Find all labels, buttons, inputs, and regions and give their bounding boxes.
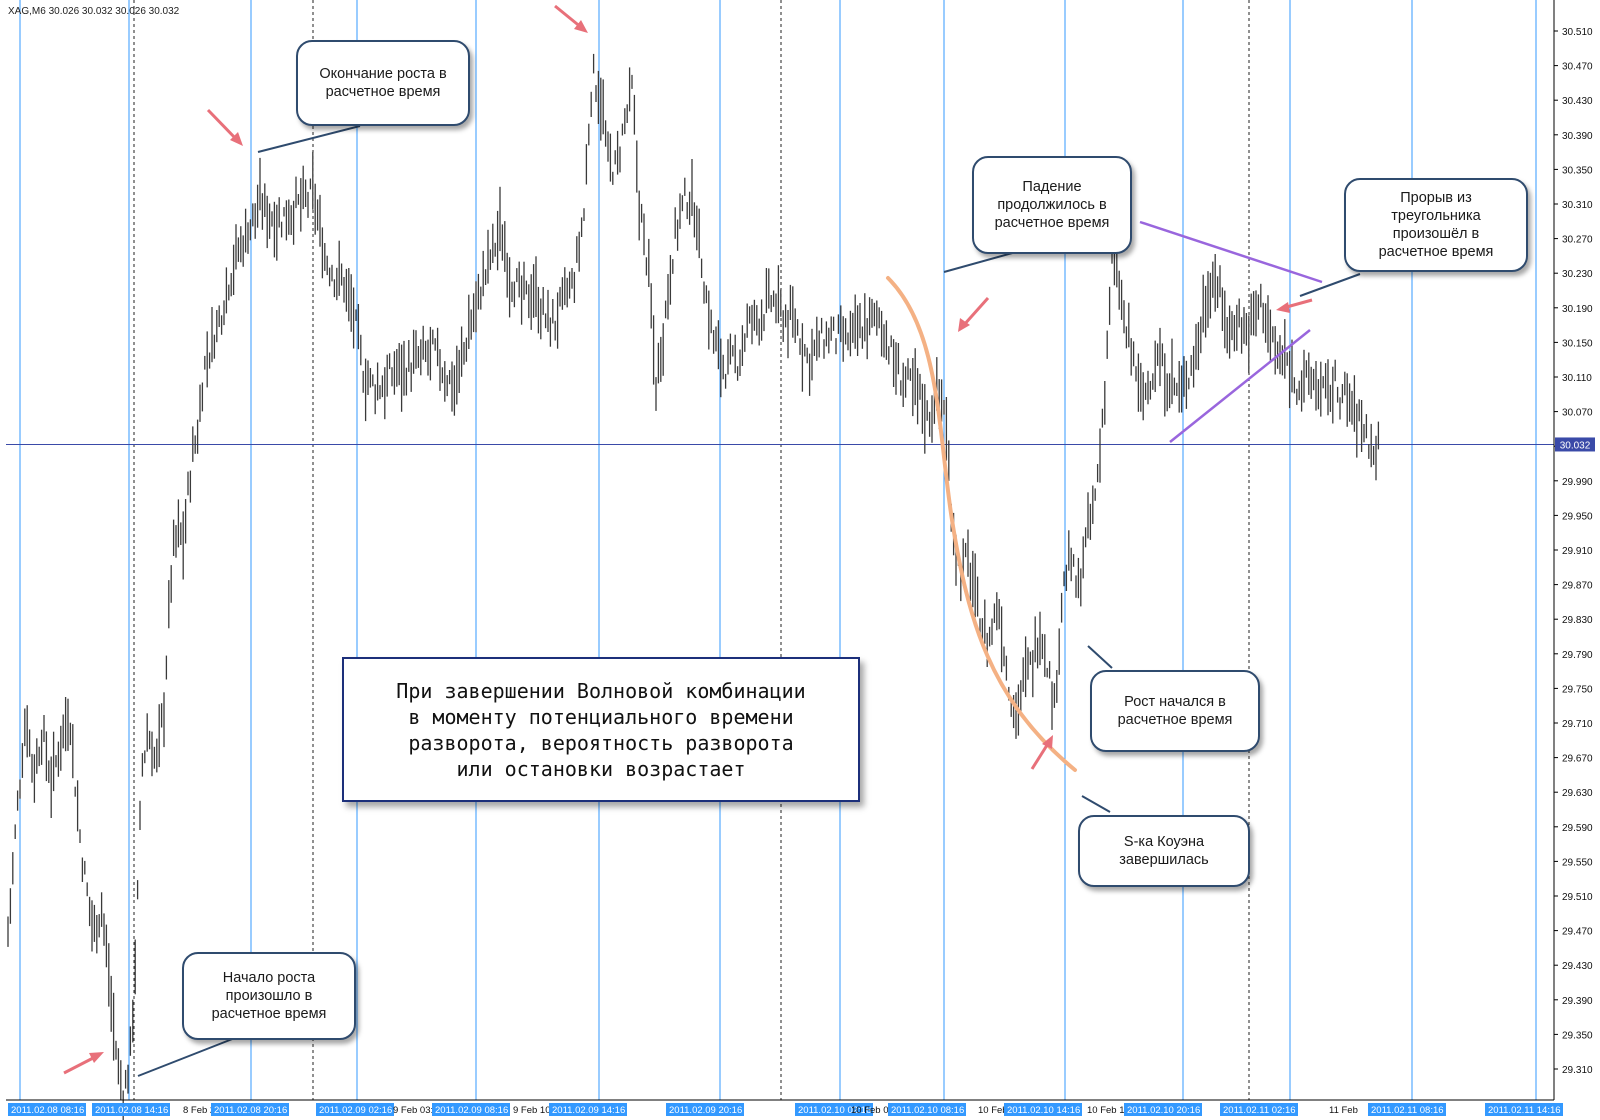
y-tick-label: 30.350	[1562, 165, 1593, 176]
y-tick-label: 30.190	[1562, 304, 1593, 315]
callout-triangle-breakout: Прорыв из треугольника произошёл в расче…	[1344, 178, 1528, 272]
time-axis-label: 2011.02.11 02:16	[1223, 1105, 1296, 1116]
y-tick-label: 29.390	[1562, 996, 1593, 1007]
symbol-info: XAG,M6 30.026 30.032 30.026 30.032	[8, 6, 180, 17]
y-tick-label: 29.710	[1562, 719, 1593, 730]
y-tick-label: 29.350	[1562, 1030, 1593, 1041]
arrow-icon	[958, 297, 990, 332]
y-tick-label: 29.470	[1562, 927, 1593, 938]
time-axis-label: 2011.02.09 08:16	[435, 1105, 508, 1116]
y-tick-label: 29.830	[1562, 615, 1593, 626]
y-tick-label: 29.430	[1562, 961, 1593, 972]
y-tick-label: 30.230	[1562, 269, 1593, 280]
time-axis-label: 2011.02.10 08:16	[891, 1105, 964, 1116]
y-tick-label: 30.510	[1562, 27, 1593, 38]
time-label-bg	[1004, 1103, 1082, 1116]
y-tick-label: 30.110	[1562, 373, 1592, 384]
callout-s-coen: S-ка Коуэна завершилась	[1078, 815, 1250, 887]
time-axis-label: 2011.02.08 14:16	[95, 1105, 168, 1116]
price-axis-ticks: 30.510 30.470 30.430 30.390 30.350 30.310 30.2…	[1554, 27, 1593, 1076]
y-tick-label: 30.390	[1562, 131, 1593, 142]
y-tick-label: 29.750	[1562, 684, 1593, 695]
callout-rise-started: Рост начался в расчетное время	[1090, 670, 1260, 752]
red-arrows	[63, 4, 1313, 1075]
time-axis-label: 11 Feb	[1329, 1105, 1358, 1116]
current-price-label: 30.032	[1555, 437, 1595, 452]
time-axis-label: 2011.02.10 20:16	[1127, 1105, 1200, 1116]
time-label-bg	[1485, 1103, 1563, 1116]
y-tick-label: 30.310	[1562, 200, 1593, 211]
time-label-bg	[1368, 1103, 1446, 1116]
time-axis-label: 9 Feb 10:	[513, 1105, 553, 1116]
arrow-icon	[1030, 735, 1053, 770]
y-tick-label: 29.990	[1562, 477, 1593, 488]
y-tick-label: 30.070	[1562, 408, 1593, 419]
vertical-grid	[19, 0, 1537, 1100]
time-label-bg	[888, 1103, 966, 1116]
pointer-breakout	[1299, 273, 1361, 297]
time-axis-labels: 2011.02.08 08:16 2011.02.08 14:16 8 Feb 20…	[8, 1103, 1563, 1116]
time-label-bg	[666, 1103, 744, 1116]
time-axis-label: 2011.02.09 14:16	[552, 1105, 625, 1116]
time-axis-label: 2011.02.11 08:16	[1371, 1105, 1444, 1116]
arrow-icon	[206, 108, 243, 146]
chart-annotations	[63, 4, 1361, 1077]
callout-growth-end: Окончание роста в расчетное время	[296, 40, 470, 126]
pointer-rise-started	[1087, 645, 1113, 669]
time-label-bg	[432, 1103, 510, 1116]
time-axis-label: 2011.02.08 20:16	[214, 1105, 287, 1116]
time-axis-label: 10 Feb 15:4	[1087, 1105, 1138, 1116]
y-tick-label: 29.550	[1562, 857, 1593, 868]
time-axis-label: 2011.02.09 20:16	[669, 1105, 742, 1116]
pointer-fall-continued	[943, 251, 1017, 273]
time-label-bg	[211, 1103, 289, 1116]
current-price-value: 30.032	[1560, 440, 1591, 451]
time-axis-label: 2011.02.09 02:16	[319, 1105, 392, 1116]
y-tick-label: 29.310	[1562, 1065, 1593, 1076]
y-tick-label: 29.670	[1562, 754, 1593, 765]
time-label-bg	[8, 1103, 86, 1116]
y-tick-label: 29.870	[1562, 581, 1593, 592]
time-axis-label: 2011.02.11 14:16	[1488, 1105, 1561, 1116]
y-tick-label: 29.510	[1562, 892, 1593, 903]
triangle-lower-line	[1169, 329, 1311, 443]
time-label-bg	[316, 1103, 394, 1116]
y-tick-label: 29.590	[1562, 823, 1593, 834]
pointer-growth-start	[137, 1035, 241, 1077]
y-tick-label: 29.950	[1562, 511, 1593, 522]
y-tick-label: 29.630	[1562, 788, 1593, 799]
y-tick-label: 30.270	[1562, 235, 1593, 246]
callout-growth-start: Начало роста произошло в расчетное время	[182, 952, 356, 1040]
time-axis-label: 2011.02.08 08:16	[11, 1105, 84, 1116]
time-label-bg	[795, 1103, 873, 1116]
pointer-s-coen	[1081, 795, 1111, 813]
time-axis-label: 10 Feb 02:54	[851, 1105, 907, 1116]
time-label-bg	[1124, 1103, 1202, 1116]
arrow-icon	[63, 1052, 104, 1075]
y-tick-label: 29.910	[1562, 546, 1593, 557]
time-axis-label: 9 Feb 03:48	[393, 1105, 444, 1116]
arrow-icon	[1276, 298, 1313, 313]
triangle-upper-line	[1139, 220, 1323, 284]
time-axis-label: 8 Feb 20:42	[183, 1105, 234, 1116]
y-tick-label: 29.790	[1562, 650, 1593, 661]
time-axis-label: 2011.02.10 02:16	[798, 1105, 871, 1116]
arrow-icon	[554, 4, 588, 33]
y-tick-label: 30.430	[1562, 96, 1593, 107]
time-axis-label: 2011.02.10 14:16	[1007, 1105, 1080, 1116]
time-label-bg	[549, 1103, 627, 1116]
s-curve-line	[886, 276, 1077, 772]
pointer-growth-end	[257, 125, 361, 153]
y-tick-label: 30.470	[1562, 62, 1593, 73]
time-label-bg	[1220, 1103, 1298, 1116]
y-tick-label: 30.150	[1562, 338, 1593, 349]
main-note-box: При завершении Волновой комбинации в мом…	[342, 657, 860, 802]
time-label-bg	[92, 1103, 170, 1116]
callout-fall-continued: Падение продолжилось в расчетное время	[972, 156, 1132, 254]
